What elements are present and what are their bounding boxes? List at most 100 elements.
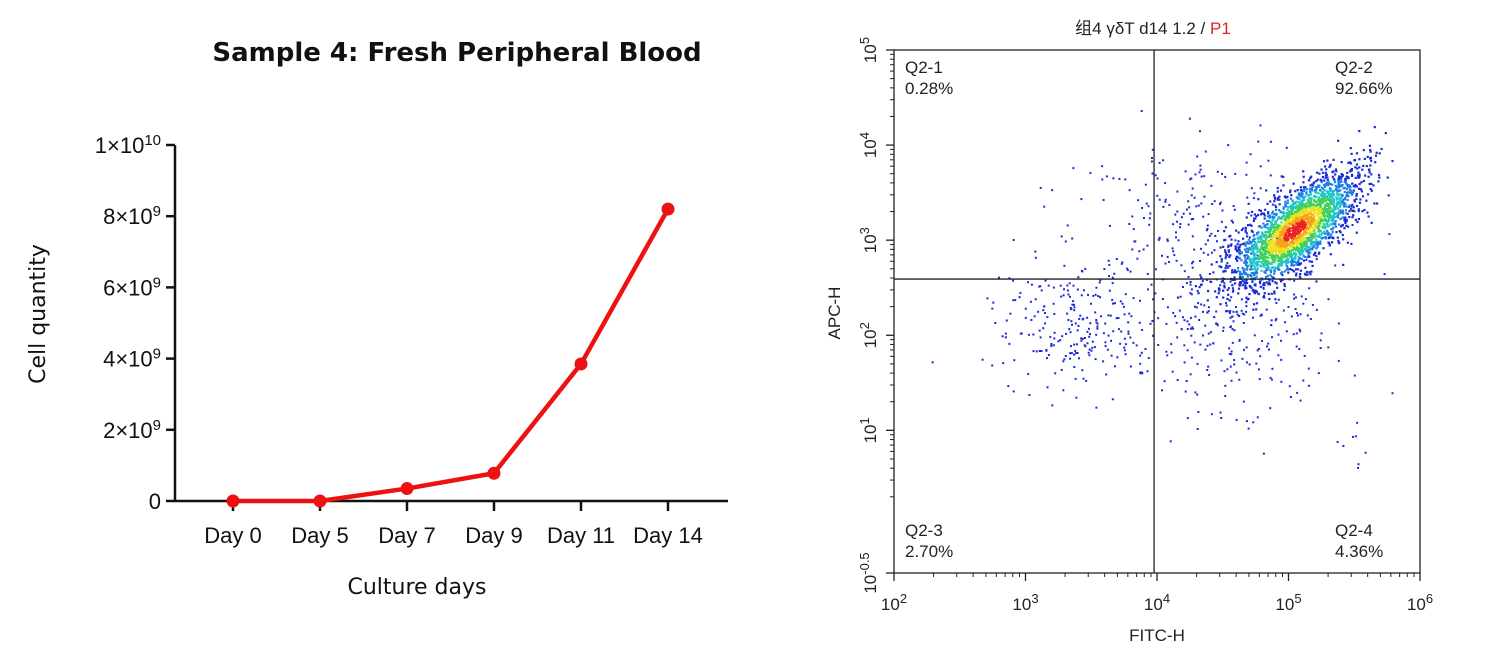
event-dot — [1315, 238, 1318, 241]
event-dot — [1204, 243, 1207, 246]
event-dot — [1368, 168, 1371, 171]
event-dot — [1284, 205, 1287, 208]
event-dot — [1302, 379, 1305, 382]
event-dot — [1245, 305, 1248, 308]
event-dot — [1319, 347, 1322, 349]
event-dot — [1292, 253, 1295, 256]
event-dot — [1227, 293, 1230, 296]
event-dot — [1258, 209, 1261, 212]
event-dot — [1295, 268, 1298, 271]
event-dot — [1320, 186, 1324, 189]
event-dot — [1350, 168, 1353, 171]
event-dot — [1245, 247, 1249, 250]
event-dot — [1268, 234, 1271, 237]
event-dot — [1224, 238, 1227, 241]
event-dot — [1300, 246, 1304, 249]
event-dot — [1238, 253, 1242, 256]
event-dot — [1252, 249, 1255, 252]
event-dot — [1235, 306, 1237, 308]
event-dot — [1202, 310, 1204, 313]
event-dot — [1166, 239, 1169, 242]
event-dot — [1375, 151, 1378, 154]
event-dot — [1240, 309, 1243, 312]
quadrant-percent: 4.36% — [1335, 542, 1383, 561]
event-dot — [1076, 352, 1079, 354]
event-dot — [1197, 302, 1200, 305]
event-dot — [1140, 110, 1143, 112]
event-dot — [1341, 184, 1344, 187]
event-dot — [1303, 255, 1306, 258]
event-dot — [1325, 168, 1328, 171]
event-dot — [1277, 259, 1281, 262]
event-dot — [1206, 227, 1209, 230]
event-dot — [1359, 198, 1362, 201]
event-dot — [1312, 242, 1315, 245]
event-dot — [1028, 394, 1031, 396]
event-dot — [1241, 280, 1244, 283]
event-dot — [1053, 331, 1056, 334]
y-tick-label: 104 — [857, 132, 881, 158]
event-dot — [1207, 253, 1210, 256]
event-dot — [1248, 284, 1251, 288]
event-dot — [1297, 207, 1300, 210]
event-dot — [1049, 335, 1052, 338]
event-dot — [1347, 184, 1350, 187]
event-dot — [1077, 276, 1080, 279]
event-dot — [1126, 269, 1129, 271]
event-dot — [1128, 189, 1131, 192]
event-dot — [1357, 463, 1360, 466]
event-dot — [1192, 260, 1195, 263]
event-dot — [1257, 348, 1260, 350]
event-dot — [1255, 270, 1258, 273]
event-dot — [1315, 308, 1318, 311]
event-dot — [1151, 148, 1154, 151]
event-dot — [1282, 250, 1285, 253]
event-dot — [1210, 232, 1213, 235]
event-dot — [1280, 238, 1283, 241]
event-dot — [1270, 378, 1273, 381]
event-dot — [1158, 161, 1161, 164]
event-dot — [1347, 191, 1350, 194]
event-dot — [1268, 297, 1271, 301]
event-dot — [1288, 219, 1291, 222]
event-dot — [1290, 257, 1293, 260]
event-dot — [1243, 313, 1246, 316]
event-dot — [1292, 245, 1295, 248]
event-dot — [1300, 250, 1303, 253]
event-dot — [1256, 267, 1259, 270]
event-dot — [1302, 208, 1305, 211]
event-dot — [1328, 194, 1331, 197]
event-dot — [1302, 220, 1306, 224]
event-dot — [1286, 238, 1289, 241]
event-dot — [1287, 253, 1290, 256]
event-dot — [1063, 288, 1065, 291]
event-dot — [1193, 341, 1196, 344]
event-dot — [1147, 205, 1150, 208]
event-dot — [1304, 273, 1307, 276]
event-dot — [1315, 280, 1318, 283]
event-dot — [1250, 229, 1253, 232]
event-dot — [1216, 324, 1219, 327]
event-dot — [1070, 320, 1073, 323]
event-dot — [1245, 253, 1248, 257]
event-dot — [1166, 354, 1169, 357]
event-dot — [1040, 289, 1043, 292]
event-dot — [1255, 275, 1258, 278]
event-dot — [1118, 177, 1121, 180]
event-dot — [1029, 300, 1032, 303]
event-dot — [1234, 248, 1237, 251]
event-dot — [1337, 359, 1340, 362]
event-dot — [1146, 244, 1149, 247]
event-dot — [1292, 260, 1295, 263]
event-dot — [1335, 203, 1339, 207]
event-dot — [1338, 209, 1341, 212]
event-dot — [1172, 223, 1175, 226]
event-dot — [1234, 245, 1237, 248]
event-dot — [1038, 329, 1041, 332]
event-dot — [1001, 335, 1004, 338]
event-dot — [1330, 215, 1333, 218]
event-dot — [1333, 205, 1336, 208]
event-dot — [1039, 285, 1042, 288]
event-dot — [1196, 393, 1199, 396]
event-dot — [1265, 226, 1268, 229]
